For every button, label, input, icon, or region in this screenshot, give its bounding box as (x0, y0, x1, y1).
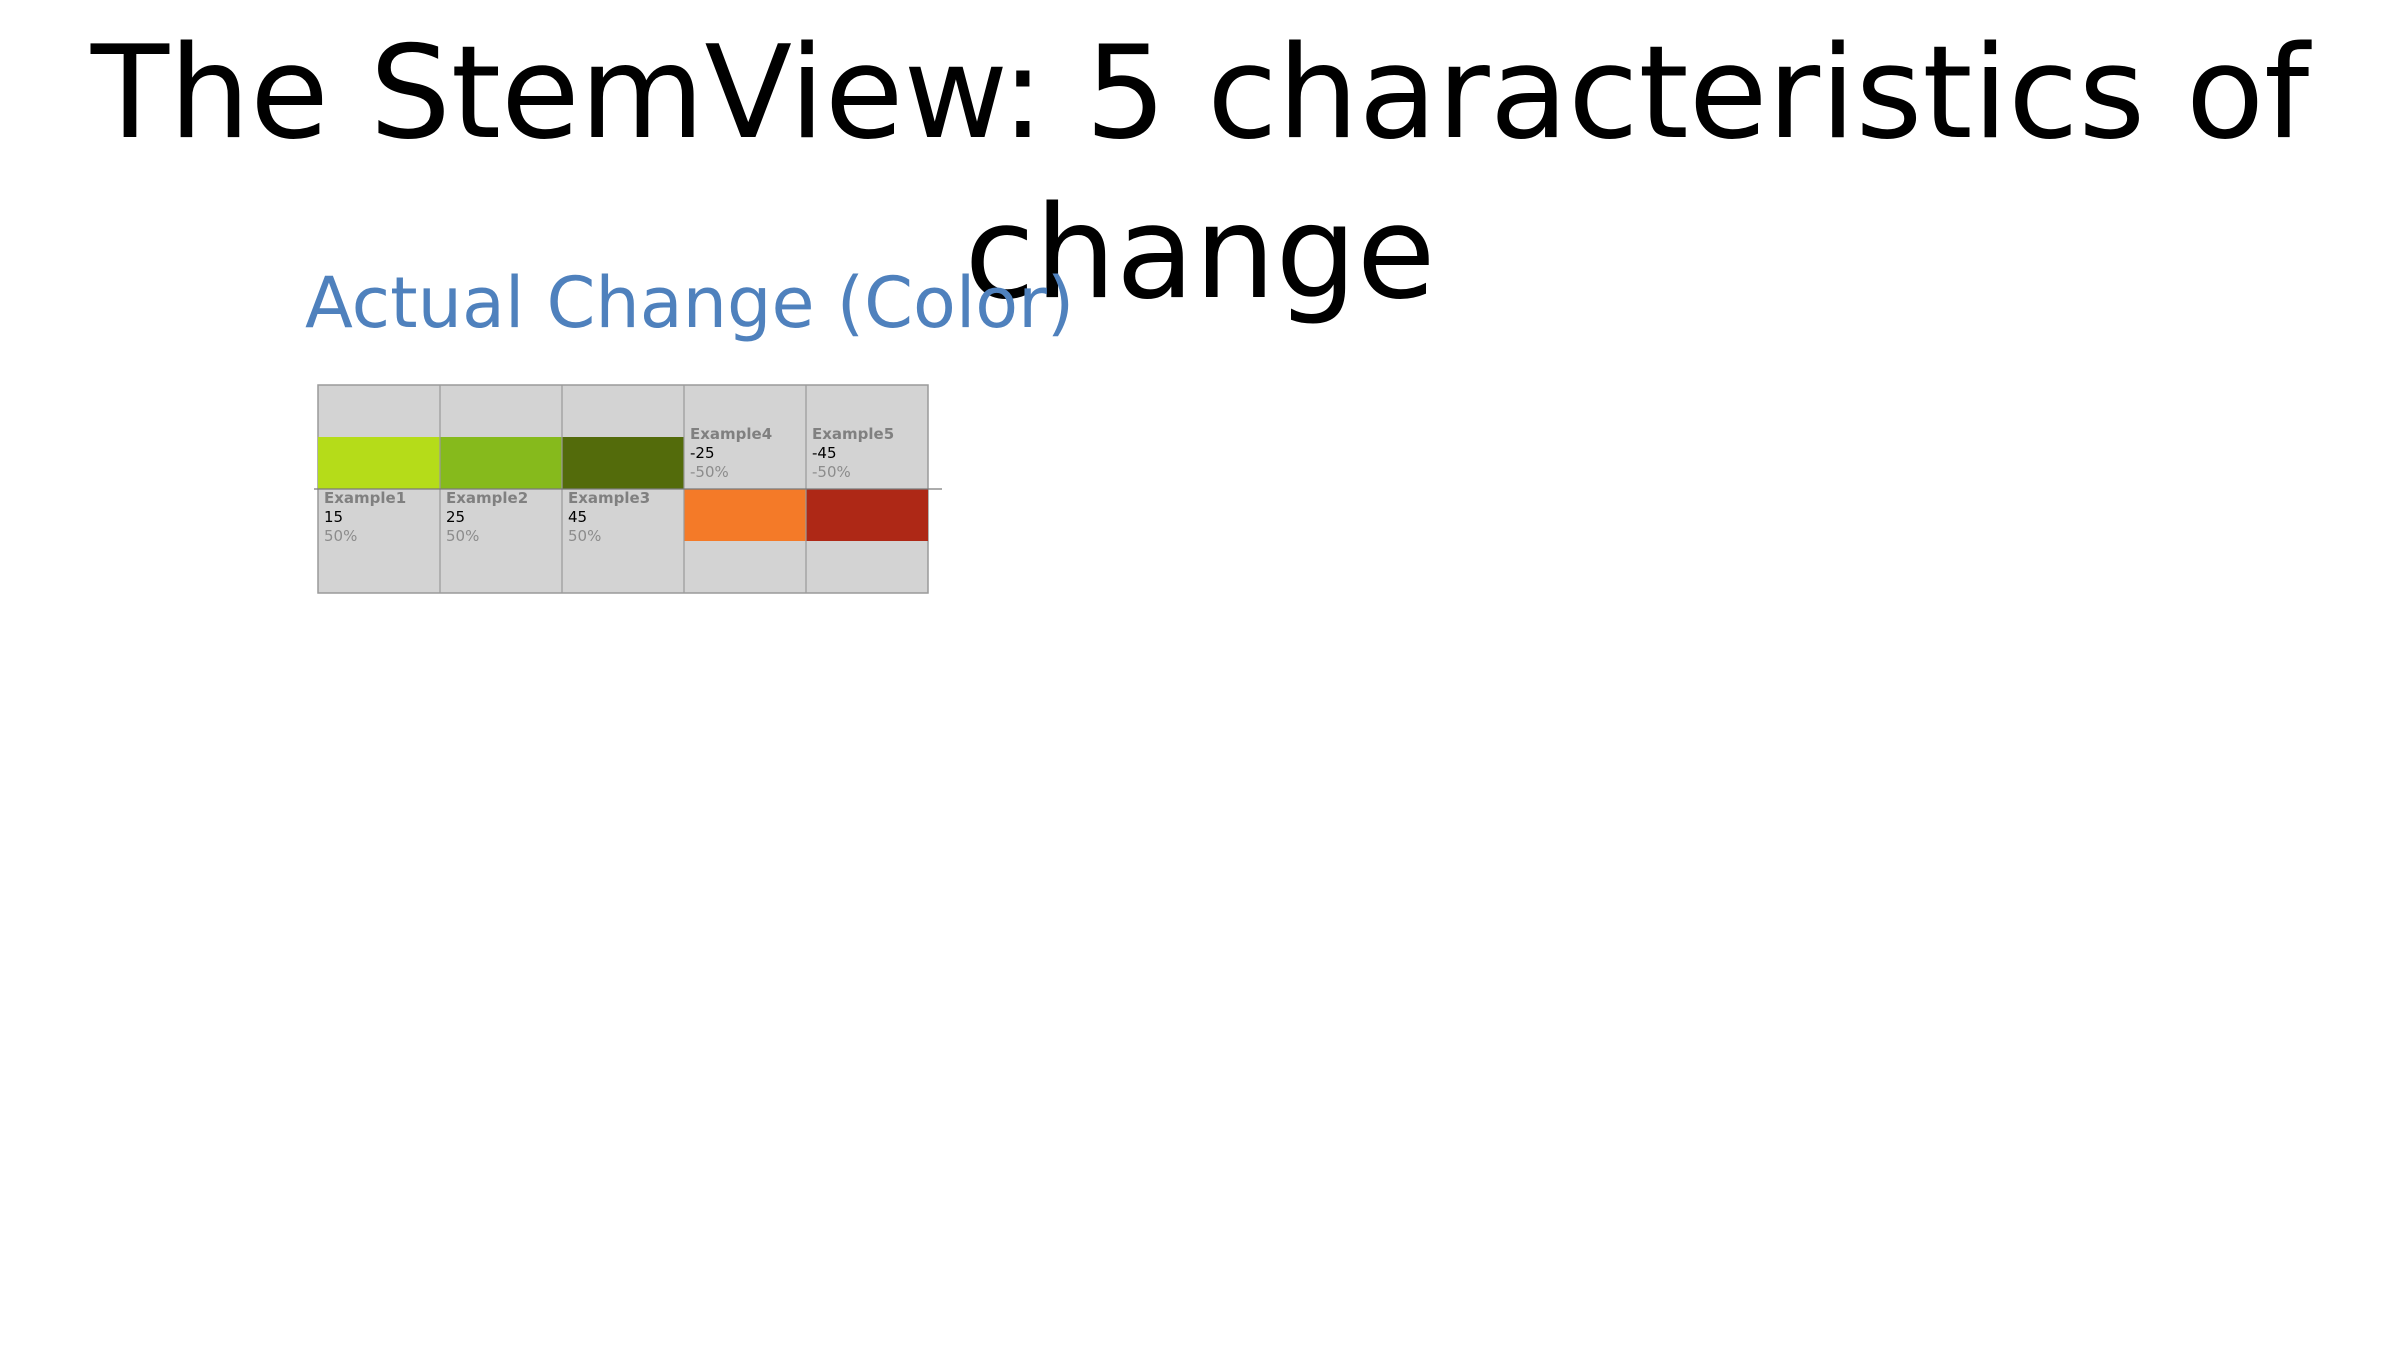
chart-heading: Actual Change (Color) (305, 262, 1075, 344)
bar-example1 (318, 437, 440, 489)
value-label: 25 (446, 508, 465, 526)
percent-label: -50% (812, 463, 851, 481)
category-label: Example3 (568, 489, 650, 507)
bar-example5 (806, 489, 928, 541)
category-label: Example5 (812, 425, 894, 443)
value-label: 15 (324, 508, 343, 526)
value-label: -25 (690, 444, 715, 462)
percent-label: 50% (446, 527, 479, 545)
stemview-chart-svg: Example11550%Example22550%Example34550%E… (314, 384, 942, 594)
stemview-chart: Example1 15 50% Example2 25 50% Example3 45 50% E… (310, 380, 950, 600)
bar-example3 (562, 437, 684, 489)
percent-label: 50% (568, 527, 601, 545)
category-label: Example4 (690, 425, 772, 443)
percent-label: 50% (324, 527, 357, 545)
percent-label: -50% (690, 463, 729, 481)
bar-example2 (440, 437, 562, 489)
value-label: -45 (812, 444, 837, 462)
category-label: Example1 (324, 489, 406, 507)
bar-example4 (684, 489, 806, 541)
slide-title: The StemView: 5 characteristics of chang… (90, 19, 2310, 328)
category-label: Example2 (446, 489, 528, 507)
value-label: 45 (568, 508, 587, 526)
